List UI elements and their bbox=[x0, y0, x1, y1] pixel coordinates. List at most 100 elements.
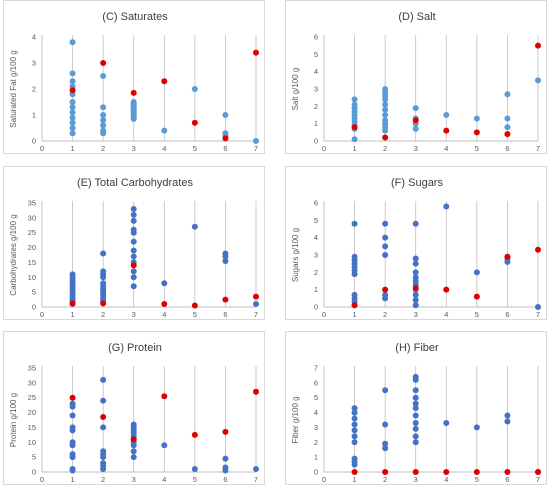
chart-title: (D) Salt bbox=[398, 11, 435, 23]
red-point bbox=[69, 87, 76, 94]
y-tick-label: 15 bbox=[28, 258, 36, 267]
y-axis-label: Protein g/100 g bbox=[9, 393, 18, 447]
chart-title: (F) Sugars bbox=[391, 177, 443, 189]
blue-point bbox=[161, 442, 168, 449]
blue-point bbox=[351, 427, 358, 434]
blue-point bbox=[412, 291, 419, 298]
y-tick-label: 3 bbox=[314, 251, 318, 260]
blue-point bbox=[382, 96, 389, 103]
blue-point bbox=[100, 117, 107, 124]
chart-svg: (C) Saturates 0 1 2 3 4 5 6 7 0 1 2 3 4 Saturated Fat … bbox=[9, 11, 259, 153]
x-tick-label: 6 bbox=[505, 475, 509, 484]
red-point bbox=[504, 469, 511, 475]
blue-point bbox=[130, 268, 137, 275]
red-point bbox=[351, 302, 358, 309]
chart-title: (C) Saturates bbox=[102, 11, 168, 23]
y-tick-label: 0 bbox=[32, 468, 36, 477]
blue-point bbox=[382, 252, 389, 258]
blue-point bbox=[253, 138, 259, 144]
x-tick-label: 0 bbox=[322, 475, 326, 484]
y-tick-label: 4 bbox=[314, 408, 318, 417]
blue-point bbox=[69, 119, 76, 126]
blue-point bbox=[130, 253, 137, 260]
blue-point bbox=[504, 115, 511, 122]
y-tick-label: 2 bbox=[314, 438, 318, 447]
blue-point bbox=[382, 127, 389, 134]
blue-point bbox=[69, 39, 76, 46]
x-tick-label: 0 bbox=[40, 310, 44, 319]
y-axis-label: Carbohydrates g/100 g bbox=[9, 214, 18, 295]
blue-point bbox=[130, 442, 137, 449]
blue-point bbox=[351, 461, 358, 468]
chart-svg: (H) Fiber 0 1 2 3 4 5 6 7 0 1 2 3 4 5 6 7 Fiber g/100 g bbox=[291, 342, 541, 484]
x-tick-label: 3 bbox=[414, 144, 418, 153]
blue-point bbox=[130, 283, 137, 290]
blue-point bbox=[222, 467, 229, 474]
red-point bbox=[351, 124, 358, 131]
red-point bbox=[473, 469, 480, 475]
blue-point bbox=[351, 271, 358, 278]
red-point bbox=[473, 129, 480, 136]
blue-point bbox=[130, 217, 137, 224]
blue-point bbox=[504, 258, 511, 265]
red-point bbox=[504, 131, 511, 138]
blue-point bbox=[222, 253, 229, 260]
x-tick-label: 3 bbox=[132, 475, 136, 484]
blue-point bbox=[69, 467, 76, 474]
chart-svg: (F) Sugars 0 1 2 3 4 5 6 7 0 1 2 3 4 5 6 Sugars g/100 g bbox=[291, 177, 541, 319]
blue-point bbox=[222, 455, 229, 462]
y-tick-label: 4 bbox=[32, 33, 36, 42]
x-tick-label: 0 bbox=[40, 475, 44, 484]
y-tick-label: 6 bbox=[314, 378, 318, 387]
blue-point bbox=[100, 274, 107, 281]
red-point bbox=[504, 253, 511, 260]
blue-point bbox=[100, 130, 107, 137]
y-tick-label: 1 bbox=[314, 119, 318, 128]
x-tick-label: 0 bbox=[322, 144, 326, 153]
red-point bbox=[443, 286, 450, 293]
blue-point bbox=[382, 295, 389, 302]
y-tick-label: 25 bbox=[28, 393, 36, 402]
y-tick-label: 35 bbox=[28, 364, 36, 373]
chart-panel: (F) Sugars 0 1 2 3 4 5 6 7 0 1 2 3 4 5 6 Sugars g/100 g bbox=[285, 166, 547, 320]
red-point bbox=[535, 469, 541, 475]
blue-point bbox=[504, 91, 511, 98]
blue-point bbox=[100, 397, 107, 404]
blue-point bbox=[191, 223, 198, 230]
blue-point bbox=[100, 104, 107, 111]
red-point bbox=[253, 49, 259, 56]
blue-point bbox=[382, 243, 389, 250]
red-point bbox=[222, 296, 229, 303]
blue-point bbox=[443, 419, 450, 426]
x-tick-label: 0 bbox=[40, 144, 44, 153]
y-tick-label: 7 bbox=[314, 364, 318, 373]
blue-point bbox=[69, 427, 76, 434]
blue-point bbox=[351, 136, 358, 143]
red-point bbox=[130, 436, 137, 443]
blue-point bbox=[412, 400, 419, 407]
y-tick-label: 10 bbox=[28, 438, 36, 447]
x-tick-label: 1 bbox=[352, 144, 356, 153]
red-point bbox=[253, 293, 259, 300]
blue-point bbox=[69, 104, 76, 111]
x-tick-label: 6 bbox=[505, 310, 509, 319]
blue-point bbox=[130, 274, 137, 281]
blue-point bbox=[504, 412, 511, 419]
chart-svg: (D) Salt 0 1 2 3 4 5 6 7 0 1 2 3 4 5 6 Salt g/100 g bbox=[291, 11, 541, 153]
x-tick-label: 4 bbox=[444, 144, 448, 153]
red-point bbox=[100, 414, 107, 421]
x-tick-label: 1 bbox=[70, 310, 74, 319]
blue-point bbox=[412, 405, 419, 412]
blue-point bbox=[100, 112, 107, 118]
blue-point bbox=[69, 109, 76, 116]
blue-point bbox=[412, 394, 419, 401]
blue-point bbox=[473, 424, 480, 431]
blue-point bbox=[130, 238, 137, 245]
y-tick-label: 20 bbox=[28, 408, 36, 417]
blue-point bbox=[412, 433, 419, 440]
x-tick-label: 2 bbox=[101, 310, 105, 319]
blue-point bbox=[504, 124, 511, 131]
blue-point bbox=[412, 419, 419, 426]
blue-point bbox=[351, 220, 358, 227]
x-tick-label: 3 bbox=[132, 144, 136, 153]
